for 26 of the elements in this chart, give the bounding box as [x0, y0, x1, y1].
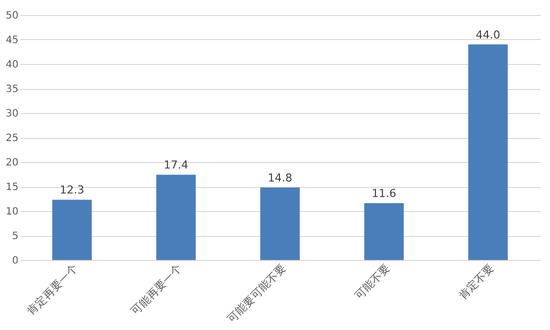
- y-tick-label: 45: [6, 35, 18, 46]
- data-label: 17.4: [164, 158, 188, 172]
- y-tick-label: 25: [6, 133, 18, 144]
- y-tick-label: 50: [6, 10, 18, 22]
- x-tick-label: 可能要可能不要: [224, 262, 288, 326]
- bar: [364, 203, 404, 260]
- x-tick-label: 可能不要: [352, 262, 392, 302]
- y-tick-label: 0: [12, 256, 18, 266]
- y-tick-label: 10: [6, 206, 18, 218]
- bar: [156, 174, 196, 260]
- y-tick-label: 30: [6, 108, 18, 120]
- y-tick-label: 5: [12, 231, 18, 242]
- bar: [468, 44, 508, 260]
- x-tick-label: 肯定再要一个: [24, 262, 80, 318]
- data-label: 12.3: [60, 184, 84, 197]
- x-tick-label: 肯定不要: [456, 262, 496, 302]
- y-tick-label: 15: [6, 182, 18, 193]
- bar: [52, 200, 92, 260]
- data-label: 14.8: [268, 171, 292, 184]
- y-tick-label: 40: [6, 60, 18, 70]
- x-tick-label: 可能再要一个: [128, 262, 184, 318]
- data-label: 44.0: [476, 28, 500, 42]
- bar: [260, 187, 300, 260]
- data-label: 11.6: [372, 187, 396, 200]
- y-tick-label: 35: [6, 84, 18, 95]
- y-tick-label: 20: [6, 158, 18, 168]
